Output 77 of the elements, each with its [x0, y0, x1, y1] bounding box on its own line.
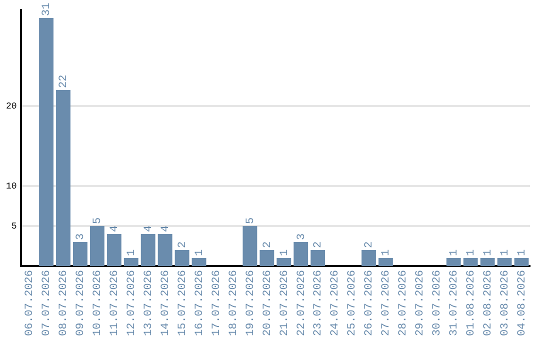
- data-label: 1: [466, 248, 478, 256]
- y-tick-label: 20: [6, 101, 17, 112]
- x-tick-label: 18.07.2026: [228, 270, 240, 336]
- x-tick-label: 11.07.2026: [109, 270, 122, 336]
- x-tick-label: 06.07.2026: [24, 270, 36, 336]
- bar: [276, 258, 292, 266]
- data-label: 5: [244, 217, 257, 224]
- data-label: 3: [296, 233, 308, 240]
- data-label: 1: [380, 248, 393, 256]
- x-tick-label: 27.07.2026: [380, 270, 393, 336]
- x-tick-label: 22.07.2026: [296, 270, 308, 336]
- x-tick-label: 03.08.2026: [499, 270, 512, 336]
- x-tick-label: 16.07.2026: [194, 270, 206, 336]
- bar: [362, 250, 376, 266]
- x-tick-label: 17.07.2026: [210, 270, 223, 336]
- x-tick-label: 20.07.2026: [262, 270, 274, 336]
- x-tick-label: 31.07.2026: [448, 270, 461, 336]
- bar: [378, 258, 393, 266]
- data-label: 1: [448, 248, 461, 256]
- x-tick-label: 10.07.2026: [92, 270, 104, 336]
- x-tick-label: 13.07.2026: [143, 270, 156, 336]
- bar: [140, 234, 156, 266]
- bar: [124, 258, 138, 266]
- bar: [294, 242, 308, 266]
- data-label: 22: [58, 74, 70, 88]
- data-label: 4: [160, 224, 172, 232]
- bar: [158, 234, 172, 266]
- data-label: 4: [143, 224, 156, 232]
- x-tick-label: 19.07.2026: [244, 270, 257, 336]
- x-tick-label: 25.07.2026: [346, 270, 359, 336]
- bar: [310, 250, 326, 266]
- bar: [514, 258, 529, 266]
- data-label: 2: [312, 241, 325, 248]
- x-tick-label: 08.07.2026: [58, 270, 70, 336]
- bar: [260, 250, 274, 266]
- bar: [192, 258, 206, 266]
- x-tick-label: 30.07.2026: [432, 270, 444, 336]
- x-tick-label: 28.07.2026: [398, 270, 410, 336]
- data-label: 1: [126, 248, 138, 256]
- data-label: 2: [176, 241, 189, 248]
- x-tick-label: 23.07.2026: [312, 270, 325, 336]
- data-label: 3: [75, 233, 88, 240]
- x-tick-label: 04.08.2026: [516, 270, 528, 336]
- x-tick-label: 09.07.2026: [75, 270, 88, 336]
- data-label: 31: [41, 2, 54, 16]
- x-tick-label: 29.07.2026: [414, 270, 427, 336]
- y-tick-label: 5: [11, 221, 17, 232]
- bar: [39, 18, 54, 266]
- bar: [56, 90, 70, 266]
- data-label: 1: [516, 248, 528, 256]
- bar: [497, 258, 512, 266]
- data-label: 4: [109, 224, 122, 232]
- x-tick-label: 24.07.2026: [330, 270, 342, 336]
- x-tick-label: 01.08.2026: [466, 270, 478, 336]
- x-tick-label: 02.08.2026: [482, 270, 494, 336]
- bar: [72, 242, 88, 266]
- bar: [463, 258, 478, 266]
- bar: [480, 258, 495, 266]
- x-tick-label: 07.07.2026: [41, 270, 54, 336]
- data-label: 1: [499, 248, 512, 256]
- data-label: 2: [262, 241, 274, 248]
- bar: [446, 258, 461, 266]
- data-label: 5: [92, 217, 104, 224]
- bar: [106, 234, 122, 266]
- x-tick-label: 21.07.2026: [278, 270, 291, 336]
- bar: [90, 226, 104, 266]
- data-label: 1: [194, 248, 206, 256]
- data-label: 1: [278, 248, 291, 256]
- x-tick-label: 14.07.2026: [160, 270, 172, 336]
- bar: [174, 250, 190, 266]
- bar: [242, 226, 258, 266]
- y-tick-label: 10: [6, 181, 17, 192]
- x-tick-label: 26.07.2026: [364, 270, 376, 336]
- data-label: 2: [364, 241, 376, 248]
- x-tick-label: 12.07.2026: [126, 270, 138, 336]
- x-tick-label: 15.07.2026: [176, 270, 189, 336]
- data-label: 1: [482, 248, 494, 256]
